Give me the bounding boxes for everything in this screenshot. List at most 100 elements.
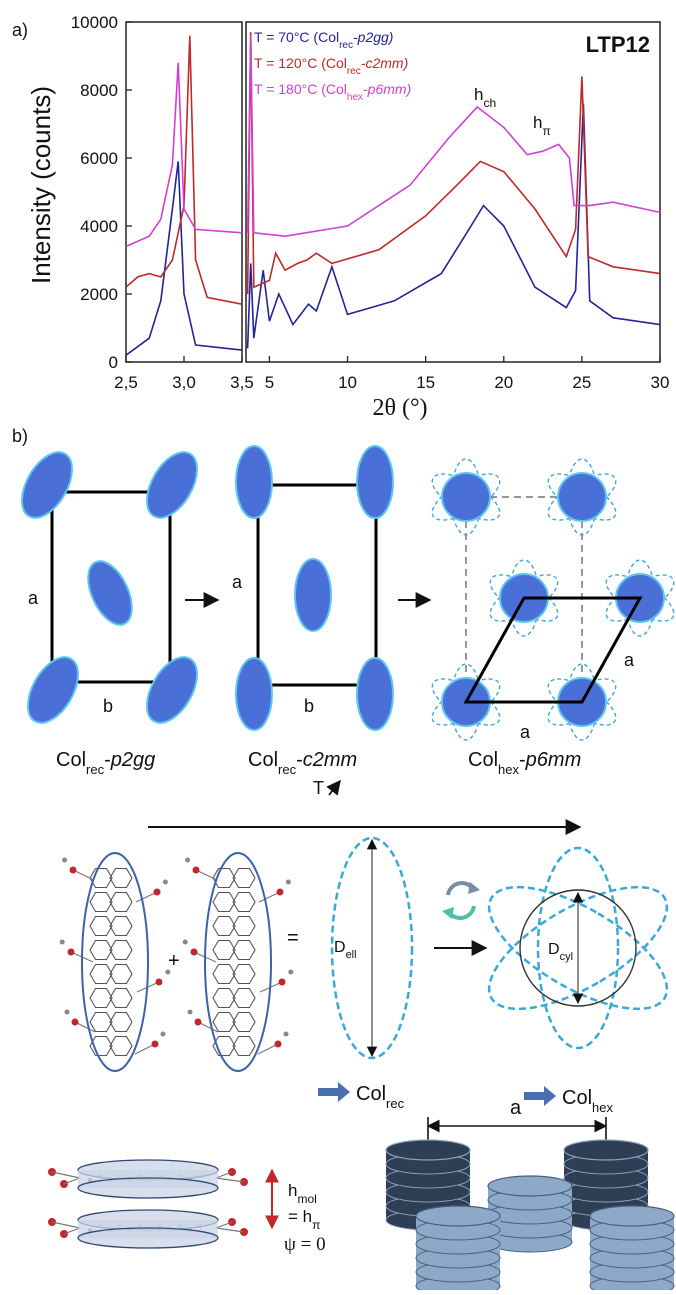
arrow-icon <box>524 1086 556 1106</box>
column-disc <box>21 451 73 519</box>
axis-b-label: b <box>103 696 113 716</box>
column-stack <box>589 1205 675 1295</box>
axis-a-label: a <box>28 588 39 608</box>
lattice-name-p6mm: Colhex-p6mm <box>468 749 581 777</box>
temperature-up-arrow <box>326 779 341 796</box>
arrow-icon <box>318 1082 350 1102</box>
d-ell-label: Dell <box>334 939 357 961</box>
sample-label: LTP12 <box>586 32 650 57</box>
x-tick-label: 10 <box>338 373 357 392</box>
column-disc <box>87 560 133 626</box>
psi-label: ψ = 0 <box>284 1234 326 1255</box>
ellipse-diameter: Dell <box>330 836 414 1060</box>
result-col-hex: Colhex <box>524 1086 613 1115</box>
disc-slab-bottom <box>77 1177 219 1199</box>
series-layer <box>125 32 661 356</box>
lattice-name-p2gg: Colrec-p2gg <box>56 749 155 777</box>
h-mol-label: hmol <box>288 1181 317 1206</box>
molecule-left <box>59 857 171 1057</box>
column-disc <box>146 656 198 724</box>
legend-entry-180: T = 180°C (Colhex-p6mm) <box>254 81 411 103</box>
d-cyl-label: Dcyl <box>548 941 573 963</box>
unit-cell-p6mm <box>463 596 643 704</box>
axis-a-label-2: a <box>624 650 635 670</box>
lattice-p6mm: a a Colhex-p6mm <box>431 458 675 777</box>
axis-b-label: b <box>304 696 314 716</box>
column-disc <box>356 657 394 731</box>
svg-text:Colrec: Colrec <box>356 1083 405 1111</box>
series-line-main-2 <box>246 35 661 238</box>
column-stack <box>487 1175 573 1253</box>
hex-column <box>547 458 617 536</box>
column-disc <box>294 558 332 632</box>
series-line-main-1 <box>246 32 661 295</box>
temperature-label: T <box>313 778 324 798</box>
panel-a-label: a) <box>12 20 28 40</box>
x-tick-label: 5 <box>265 373 274 392</box>
series-line-inset-1 <box>125 35 243 305</box>
h-pi-label: = hπ <box>288 1207 320 1232</box>
y-tick-label: 4000 <box>80 217 118 236</box>
lattice-c2mm: a b Colrec-c2mm <box>232 445 394 777</box>
rotation-icon <box>442 880 480 921</box>
x-tick-label: 3,5 <box>230 373 254 392</box>
y-tick-label: 6000 <box>80 149 118 168</box>
x-tick-label: 30 <box>651 373 670 392</box>
column-disc <box>146 451 198 519</box>
column-disc <box>27 656 79 724</box>
y-tick-label: 10000 <box>71 13 118 32</box>
column-stack <box>415 1205 501 1295</box>
molecule-outline-ellipse <box>81 852 149 1072</box>
result-col-rec: Colrec <box>318 1082 405 1111</box>
x-ticks: 2,5 3,0 3,5 5 10 15 20 25 30 <box>114 356 669 392</box>
legend: T = 70°C (Colrec-p2gg) T = 120°C (Colrec… <box>254 29 411 103</box>
series-line-inset-0 <box>125 161 243 356</box>
axis-a-label: a <box>232 572 243 592</box>
column-disc <box>356 445 394 519</box>
y-tick-label: 2000 <box>80 285 118 304</box>
spacing-label: a <box>510 1097 522 1119</box>
molecule-pair: + = <box>59 852 299 1072</box>
svg-text:Colhex: Colhex <box>562 1087 613 1115</box>
column-disc <box>235 445 273 519</box>
y-tick-label: 0 <box>109 353 118 372</box>
y-tick-label: 8000 <box>80 81 118 100</box>
series-line-main-0 <box>246 103 661 349</box>
disc-stack-side: hmol = hπ ψ = 0 <box>48 1159 326 1255</box>
dashed-ellipse <box>487 885 669 1011</box>
annotation-hpi: hπ <box>533 113 551 138</box>
legend-entry-120: T = 120°C (Colrec-c2mm) <box>254 55 408 77</box>
panel-b-label: b) <box>12 426 28 446</box>
legend-entry-70: T = 70°C (Colrec-p2gg) <box>254 29 393 51</box>
x-tick-label: 15 <box>416 373 435 392</box>
dashed-ellipse <box>487 885 669 1011</box>
x-axis-title: 2θ (°) <box>372 395 427 421</box>
unit-cell-c2mm <box>256 483 378 687</box>
dashed-ellipse <box>536 846 620 1050</box>
unit-cell-p2gg <box>50 490 172 684</box>
x-tick-label: 2,5 <box>114 373 138 392</box>
disc-slab-bottom <box>77 1227 219 1249</box>
annotation-hch: hch <box>474 85 496 110</box>
cylinder-diameter: Dcyl <box>487 846 669 1050</box>
molecule-outline-ellipse <box>204 852 272 1072</box>
axis-a-label: a <box>520 722 531 742</box>
lattice-name-c2mm: Colrec-c2mm <box>248 749 357 777</box>
y-ticks: 0 2000 4000 6000 8000 10000 <box>71 13 132 372</box>
x-tick-label: 3,0 <box>172 373 196 392</box>
hex-column <box>431 458 501 536</box>
molecule-right <box>182 857 294 1057</box>
x-tick-label: 25 <box>572 373 591 392</box>
dashed-ellipse <box>330 836 414 1060</box>
lattice-p2gg: a b Colrec-p2gg <box>21 451 198 777</box>
column-stacks: a <box>385 1097 675 1295</box>
x-tick-label: 20 <box>494 373 513 392</box>
plus-sign: + <box>168 950 180 972</box>
equals-sign: = <box>287 927 299 949</box>
series-line-inset-2 <box>125 62 243 248</box>
y-axis-title: Intensity (counts) <box>26 86 56 284</box>
cylinder-circle <box>519 889 637 1007</box>
main-frame <box>245 21 661 363</box>
column-disc <box>235 657 273 731</box>
